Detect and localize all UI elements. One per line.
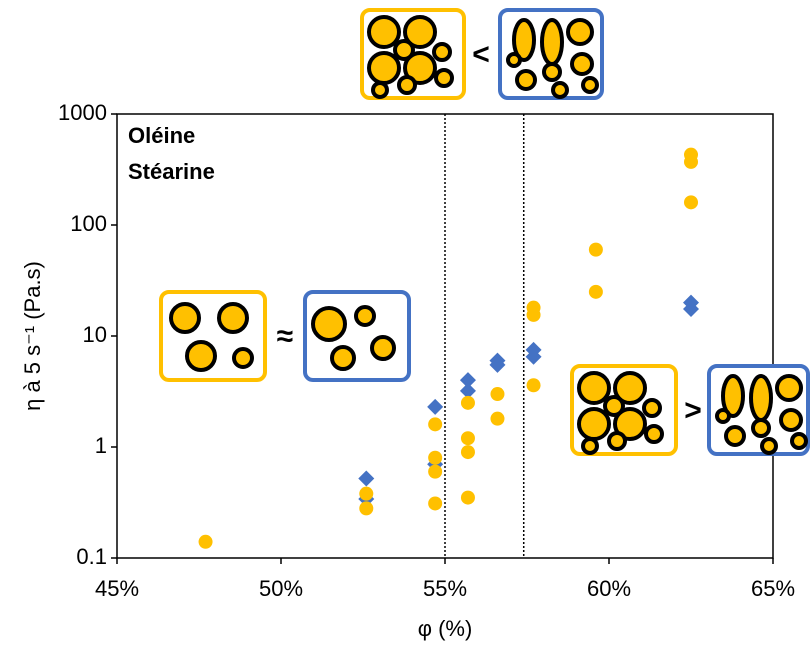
- point: [526, 307, 541, 322]
- particle: [217, 302, 249, 334]
- particle: [506, 52, 522, 68]
- particle: [542, 62, 562, 82]
- point: [526, 378, 541, 393]
- point: [588, 284, 603, 299]
- particle: [721, 374, 745, 418]
- comparison: ≈: [277, 320, 293, 353]
- particle: [551, 81, 569, 99]
- point: [358, 470, 375, 487]
- y-tick-label: 10: [83, 322, 107, 347]
- point: [489, 356, 506, 373]
- particle: [232, 347, 254, 369]
- x-tick-label: 45%: [95, 576, 139, 601]
- particle: [577, 371, 611, 405]
- legend-entry: Stéarine: [128, 159, 215, 184]
- particle: [367, 51, 401, 85]
- particle: [724, 425, 746, 447]
- particle: [642, 398, 662, 418]
- point: [459, 382, 476, 399]
- particle: [311, 306, 347, 342]
- point: [684, 195, 698, 210]
- particle: [397, 75, 417, 95]
- y-tick-label: 0.1: [76, 544, 107, 569]
- particle: [515, 69, 537, 91]
- particle: [566, 18, 594, 46]
- point: [198, 534, 213, 549]
- particle: [581, 437, 599, 455]
- comparison: >: [684, 394, 702, 427]
- particle: [330, 345, 356, 371]
- particle: [577, 407, 611, 441]
- point: [588, 242, 603, 257]
- particle: [354, 305, 376, 327]
- particle: [434, 68, 454, 88]
- point: [459, 372, 476, 389]
- x-tick-label: 55%: [423, 576, 467, 601]
- particle: [715, 408, 731, 424]
- particle: [512, 18, 536, 62]
- illustration: [570, 364, 678, 456]
- particle: [581, 76, 599, 94]
- point: [427, 398, 444, 415]
- point: [428, 464, 443, 479]
- x-tick-label: 50%: [259, 576, 303, 601]
- point: [428, 450, 443, 465]
- particle: [790, 432, 808, 450]
- particle: [185, 340, 217, 372]
- illustration: [707, 364, 810, 456]
- legend-entry: Oléine: [128, 123, 195, 148]
- particle: [370, 335, 396, 361]
- point: [684, 154, 698, 169]
- comparison: <: [472, 38, 490, 71]
- particle: [393, 39, 415, 61]
- point: [683, 301, 699, 318]
- particle: [367, 15, 401, 49]
- illustration: [498, 8, 604, 100]
- particle: [403, 51, 437, 85]
- particle: [775, 374, 803, 402]
- particle: [607, 431, 627, 451]
- point: [359, 501, 374, 516]
- point: [490, 387, 505, 402]
- x-tick-label: 65%: [751, 576, 795, 601]
- particle: [403, 15, 437, 49]
- point: [359, 486, 374, 501]
- point: [490, 411, 505, 426]
- particle: [371, 81, 389, 99]
- particle: [613, 371, 647, 405]
- illustration: [360, 8, 466, 100]
- particle: [760, 437, 778, 455]
- x-axis-label: φ (%): [418, 616, 473, 641]
- particle: [603, 395, 625, 417]
- illustration: [303, 290, 411, 382]
- y-axis-label: η à 5 s⁻¹ (Pa.s): [20, 261, 45, 411]
- point: [460, 445, 475, 460]
- point: [460, 431, 475, 446]
- particle: [432, 42, 452, 62]
- point: [460, 490, 475, 505]
- illustration: [159, 290, 267, 382]
- point: [460, 395, 475, 410]
- y-tick-label: 1: [95, 433, 107, 458]
- plot-frame: [116, 113, 774, 559]
- particle: [540, 18, 564, 66]
- particle: [169, 302, 201, 334]
- point: [428, 496, 443, 511]
- point: [525, 348, 542, 365]
- particle: [570, 52, 594, 76]
- particle: [749, 374, 773, 422]
- particle: [613, 407, 647, 441]
- y-tick-label: 1000: [58, 100, 107, 125]
- particle: [751, 418, 771, 438]
- point: [428, 417, 443, 432]
- x-tick-label: 60%: [587, 576, 631, 601]
- y-tick-label: 100: [70, 211, 107, 236]
- particle: [644, 424, 664, 444]
- particle: [779, 408, 803, 432]
